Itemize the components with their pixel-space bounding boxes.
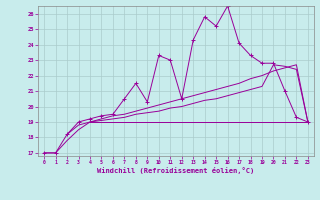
X-axis label: Windchill (Refroidissement éolien,°C): Windchill (Refroidissement éolien,°C) [97,167,255,174]
